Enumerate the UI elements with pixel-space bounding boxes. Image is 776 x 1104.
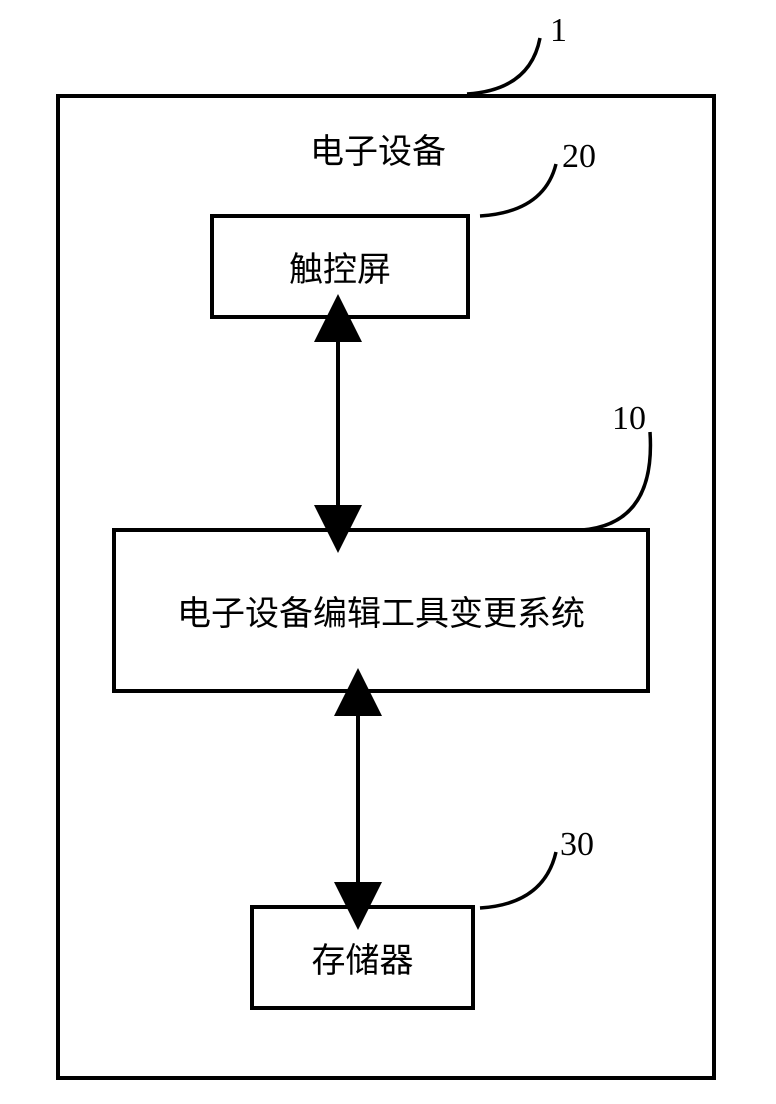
- container-title: 电子设备: [310, 124, 446, 173]
- node-storage: 存储器: [250, 905, 475, 1010]
- callout-20: 20: [562, 138, 596, 176]
- callout-arc-1: [467, 38, 540, 94]
- node-storage-label: 存储器: [312, 933, 414, 982]
- node-system-label: 电子设备编辑工具变更系统: [177, 586, 585, 635]
- node-touchscreen-label: 触控屏: [289, 242, 391, 291]
- callout-1: 1: [550, 12, 567, 50]
- callout-30: 30: [560, 826, 594, 864]
- node-touchscreen: 触控屏: [210, 214, 470, 319]
- node-system: 电子设备编辑工具变更系统: [112, 528, 650, 693]
- callout-10: 10: [612, 400, 646, 438]
